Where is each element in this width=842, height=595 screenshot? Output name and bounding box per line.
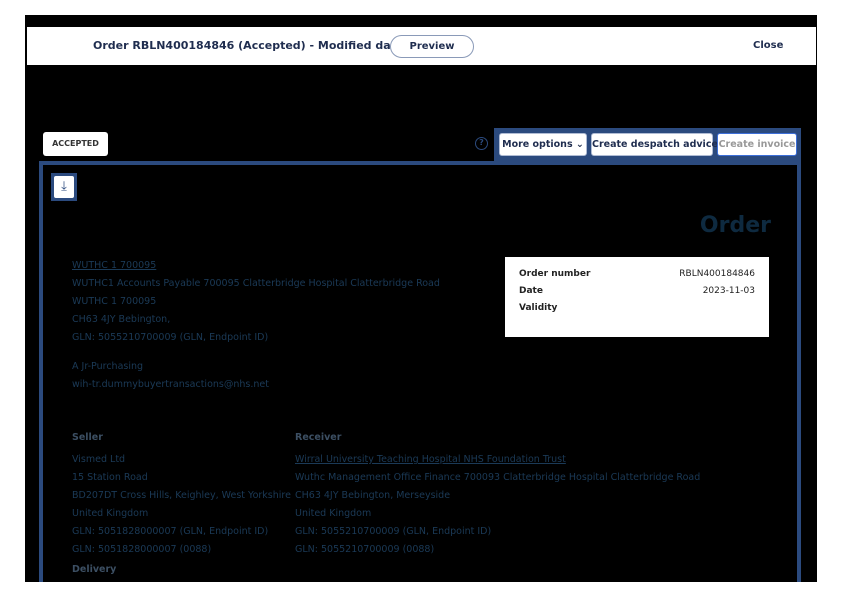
receiver-line: Wuthc Management Office Finance 700093 C… [295, 472, 701, 483]
order-info-box: Order number RBLN400184846 Date 2023-11-03… [505, 257, 769, 337]
document-heading: Order [699, 213, 771, 238]
value: 2023-11-03 [702, 286, 755, 296]
preview-button[interactable]: Preview [390, 35, 474, 58]
receiver-line: CH63 4JY Bebington, Merseyside [295, 490, 451, 501]
more-options-label: More options [502, 139, 573, 150]
status-badge: ACCEPTED [43, 132, 108, 156]
chevron-down-icon: ⌄ [575, 139, 584, 150]
close-button[interactable]: Close [753, 40, 784, 51]
more-options-button[interactable]: More options ⌄ [499, 133, 587, 156]
buyer-line: WUTHC1 Accounts Payable 700095 Clatterbr… [72, 278, 440, 289]
buyer-line: GLN: 5055210700009 (GLN, Endpoint ID) [72, 332, 269, 343]
date-row: Date 2023-11-03 [519, 286, 755, 303]
receiver-line: GLN: 5055210700009 (GLN, Endpoint ID) [295, 526, 492, 537]
seller-name: Vismed Ltd [72, 454, 126, 465]
receiver-link[interactable]: Wirral University Teaching Hospital NHS … [295, 454, 566, 465]
buyer-link[interactable]: WUTHC 1 700095 [72, 260, 157, 271]
validity-row: Validity [519, 303, 755, 320]
header-bar: Order RBLN400184846 (Accepted) - Modifie… [27, 27, 816, 65]
label: Validity [519, 303, 558, 313]
page-title: Order RBLN400184846 (Accepted) - Modifie… [93, 39, 404, 52]
document-panel: ⤓ Order Order number RBLN400184846 Date 20… [39, 161, 801, 582]
value: RBLN400184846 [679, 269, 755, 279]
receiver-line: United Kingdom [295, 508, 372, 519]
seller-line: BD207DT Cross Hills, Keighley, West York… [72, 490, 291, 501]
create-despatch-advice-button[interactable]: Create despatch advice [591, 133, 718, 156]
delivery-heading: Delivery [72, 564, 117, 575]
receiver-line: GLN: 5055210700009 (0088) [295, 544, 435, 555]
buyer-line: WUTHC 1 700095 [72, 296, 157, 307]
download-icon: ⤓ [54, 176, 74, 198]
order-number-row: Order number RBLN400184846 [519, 269, 755, 286]
seller-line: United Kingdom [72, 508, 149, 519]
seller-heading: Seller [72, 432, 103, 443]
download-button[interactable]: ⤓ [51, 173, 77, 201]
seller-line: GLN: 5051828000007 (0088) [72, 544, 212, 555]
contact-name: A Jr-Purchasing [72, 361, 144, 372]
action-toolbar: More options ⌄ Create despatch advice Cr… [494, 128, 801, 161]
create-invoice-button[interactable]: Create invoice [717, 133, 797, 156]
label: Order number [519, 269, 591, 279]
app-window: Order RBLN400184846 (Accepted) - Modifie… [25, 15, 817, 582]
contact-email: wih-tr.dummybuyertransactions@nhs.net [72, 379, 269, 390]
seller-line: GLN: 5051828000007 (GLN, Endpoint ID) [72, 526, 269, 537]
buyer-line: CH63 4JY Bebington, [72, 314, 171, 325]
label: Date [519, 286, 543, 296]
help-icon[interactable]: ? [475, 137, 488, 150]
receiver-heading: Receiver [295, 432, 342, 443]
seller-line: 15 Station Road [72, 472, 148, 483]
